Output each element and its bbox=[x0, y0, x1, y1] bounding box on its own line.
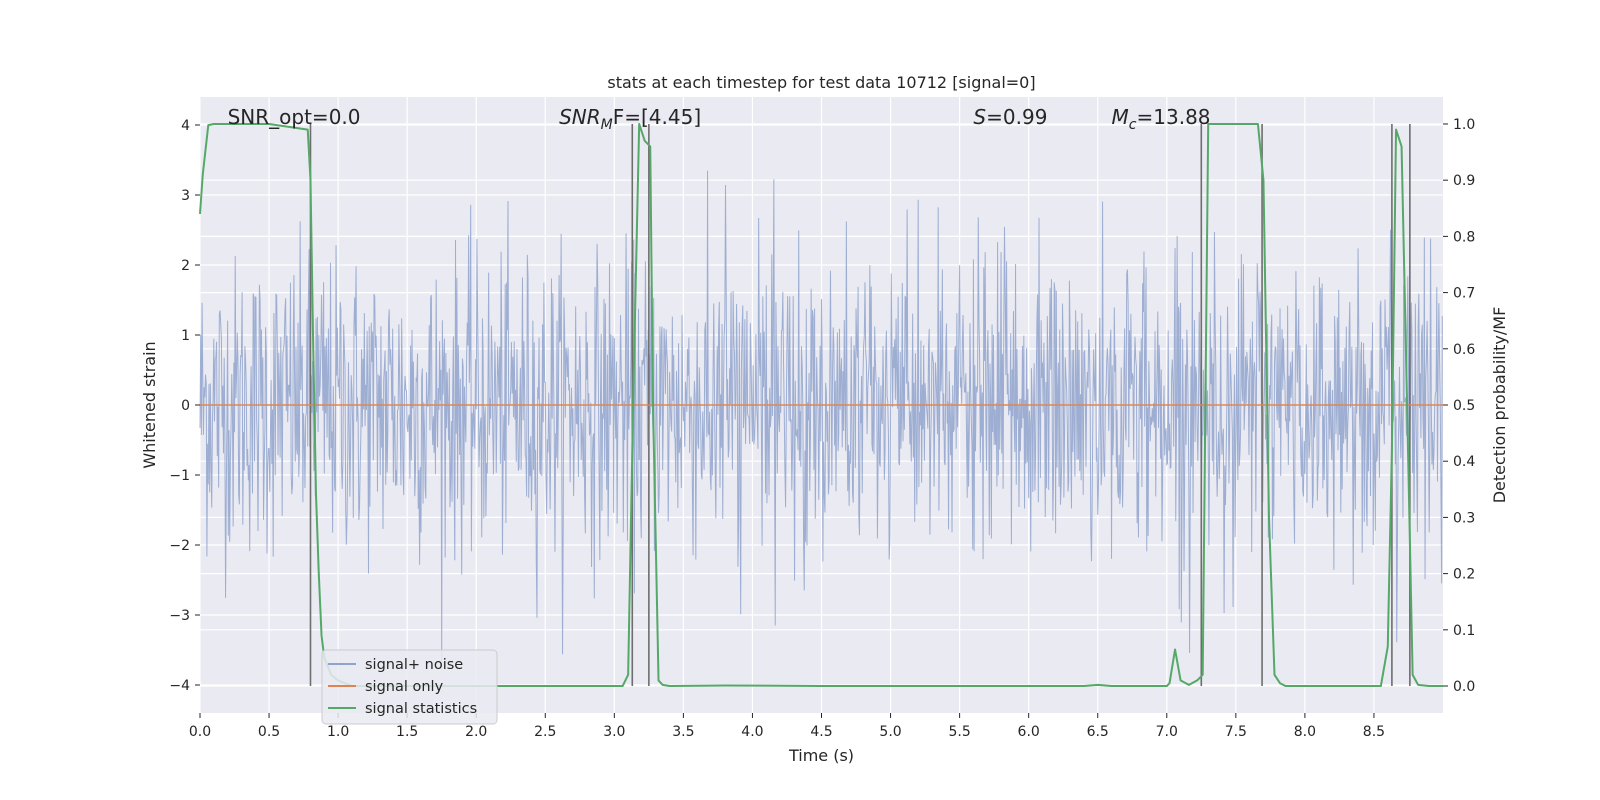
y-axis-label: Whitened strain bbox=[140, 341, 159, 468]
x-tick-label: 7.0 bbox=[1156, 724, 1178, 740]
x-tick-label: 4.0 bbox=[741, 724, 763, 740]
x-tick-label: 3.5 bbox=[672, 724, 694, 740]
y-tick-label: 3 bbox=[181, 188, 190, 204]
x-tick-label: 8.5 bbox=[1363, 724, 1385, 740]
x-tick-label: 7.5 bbox=[1225, 724, 1247, 740]
y-tick-label-right: 0.9 bbox=[1453, 173, 1475, 189]
chart-title: stats at each timestep for test data 107… bbox=[607, 73, 1035, 92]
y-tick-label-right: 0.6 bbox=[1453, 342, 1475, 358]
y-tick-label-right: 0.3 bbox=[1453, 510, 1475, 526]
y-tick-label-right: 0.2 bbox=[1453, 567, 1475, 583]
x-tick-label: 1.5 bbox=[396, 724, 418, 740]
y-tick-label-right: 1.0 bbox=[1453, 117, 1475, 133]
y-ticks-right: 0.0 0.1 0.2 0.3 0.4 0.5 0.6 0.7 0.8 0.9 1.0 bbox=[1443, 117, 1475, 695]
series-signal-statistics-line bbox=[199, 122, 1443, 688]
annotation-1: SNR_opt=0.0 bbox=[228, 105, 361, 129]
y-ticks: −4 −3 −2 −1 0 1 2 3 4 bbox=[169, 118, 200, 694]
legend-label: signal only bbox=[365, 679, 444, 695]
legend-box bbox=[321, 649, 498, 725]
series-signal-noise-line bbox=[199, 170, 1443, 661]
y-tick-label-right: 0.7 bbox=[1453, 286, 1475, 302]
y-tick-label: −1 bbox=[169, 468, 190, 484]
x-tick-label: 1.0 bbox=[327, 724, 349, 740]
legend: signal+ noise signal only signal statistic… bbox=[321, 649, 498, 725]
y-axis-label-right: Detection probability/MF bbox=[1490, 307, 1509, 504]
y-tick-label: 4 bbox=[181, 118, 190, 134]
statistics-series-group bbox=[199, 122, 1443, 688]
y-tick-label-right: 0.5 bbox=[1453, 398, 1475, 414]
x-tick-label: 6.0 bbox=[1018, 724, 1040, 740]
y-tick-label: −2 bbox=[169, 538, 190, 554]
y-tick-label: −3 bbox=[169, 608, 190, 624]
x-tick-label: 0.5 bbox=[258, 724, 280, 740]
annotation-4: Mc=13.88 bbox=[1112, 105, 1211, 133]
x-tick-label: 2.5 bbox=[534, 724, 556, 740]
x-tick-label: 2.0 bbox=[465, 724, 487, 740]
x-ticks: 0.0 0.5 1.0 1.5 2.0 2.5 3.0 3.5 4.0 4.5 5.0 5.5 6.0 6… bbox=[189, 713, 1385, 740]
x-tick-label: 8.0 bbox=[1294, 724, 1316, 740]
annotation-3: S=0.99 bbox=[973, 105, 1047, 129]
y-tick-label-right: 0.4 bbox=[1453, 454, 1475, 470]
noise-series-group bbox=[199, 170, 1443, 661]
x-axis-label: Time (s) bbox=[788, 746, 854, 765]
x-tick-label: 5.0 bbox=[879, 724, 901, 740]
y-tick-label: −4 bbox=[169, 678, 190, 694]
x-tick-label: 3.0 bbox=[603, 724, 625, 740]
y-tick-label-right: 0.1 bbox=[1453, 623, 1475, 639]
y-tick-label: 0 bbox=[181, 398, 190, 414]
x-tick-label: 0.0 bbox=[189, 724, 211, 740]
annotations: SNR_opt=0.0 SNRMF=[4.45] S=0.99 Mc=13.88 bbox=[228, 105, 1211, 133]
x-tick-label: 6.5 bbox=[1087, 724, 1109, 740]
legend-label: signal+ noise bbox=[365, 657, 463, 673]
y-tick-label: 1 bbox=[181, 328, 190, 344]
x-tick-label: 4.5 bbox=[810, 724, 832, 740]
y-tick-label-right: 0.8 bbox=[1453, 229, 1475, 245]
y-tick-label: 2 bbox=[181, 258, 190, 274]
annotation-2: SNRMF=[4.45] bbox=[559, 105, 701, 133]
legend-label: signal statistics bbox=[365, 701, 477, 717]
y-tick-label-right: 0.0 bbox=[1453, 679, 1475, 695]
x-tick-label: 5.5 bbox=[948, 724, 970, 740]
